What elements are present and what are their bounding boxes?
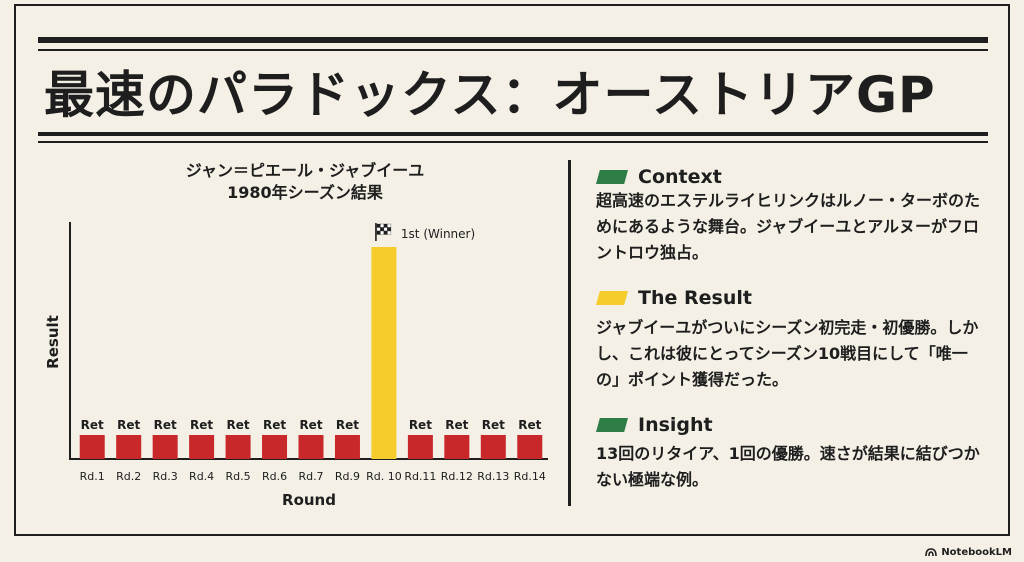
bar-6 (298, 435, 324, 459)
bar-chart: Rd.1 Ret Rd.2 Ret Rd.3 Ret Rd.4 Ret Rd.5 Ret Rd.6 R… (44, 222, 548, 509)
section-heading-1: The Result (596, 285, 752, 311)
bar-data-label: Ret (227, 418, 250, 432)
bar-data-label: Ret (81, 418, 104, 432)
notebooklm-badge: NotebookLM (925, 547, 1012, 558)
notebooklm-logo-icon (925, 548, 938, 557)
section-heading-label: Context (638, 166, 722, 188)
bar-12 (517, 435, 543, 459)
top-rule-thin (38, 49, 988, 51)
page-title: 最速のパラドックス：オーストリアGP (44, 66, 936, 124)
title-rule-thin (38, 141, 988, 143)
bar-data-label: Ret (336, 418, 359, 432)
section-marker-icon (596, 291, 628, 305)
bar-0 (79, 435, 105, 459)
section-marker-icon (596, 170, 628, 184)
x-tick-label: Rd.11 (404, 470, 436, 483)
x-tick-label: Rd.13 (477, 470, 509, 483)
section-heading-0: Context (596, 164, 722, 190)
bar-data-label: Ret (445, 418, 468, 432)
bar-data-label: Ret (154, 418, 177, 432)
bar-data-label: Ret (409, 418, 432, 432)
bar-1 (116, 435, 142, 459)
y-axis-label: Result (44, 315, 62, 369)
section-heading-label: The Result (638, 287, 752, 309)
x-tick-label: Rd. 10 (366, 470, 402, 483)
bar-data-label: Ret (117, 418, 140, 432)
section-body-2: 13回のリタイア、1回の優勝。速さが結果に結びつかない極端な例。 (596, 444, 980, 489)
slide-frame (14, 4, 1010, 536)
checkered-flag-icon (375, 223, 392, 241)
bar-2 (152, 435, 178, 459)
winner-data-label: 1st (Winner) (401, 227, 475, 241)
column-divider (568, 160, 571, 506)
bar-7 (334, 435, 360, 459)
section-body-0: 超高速のエステルライヒリンクはルノー・ターボのためにあるような舞台。ジャブイーユ… (596, 191, 981, 262)
x-tick-label: Rd.3 (153, 470, 178, 483)
x-tick-label: Rd.12 (441, 470, 473, 483)
x-tick-label: Rd.6 (262, 470, 287, 483)
bar-3 (189, 435, 215, 459)
x-tick-label: Rd.7 (298, 470, 323, 483)
bar-data-label: Ret (518, 418, 541, 432)
badge-label: NotebookLM (941, 547, 1012, 558)
bar-5 (262, 435, 288, 459)
bar-8 (371, 247, 397, 459)
x-axis-label: Round (282, 491, 336, 509)
section-heading-label: Insight (638, 414, 713, 436)
x-tick-label: Rd.5 (226, 470, 251, 483)
section-marker-icon (596, 418, 628, 432)
top-rule-thick (38, 37, 988, 43)
bar-data-label: Ret (482, 418, 505, 432)
bar-9 (407, 435, 433, 459)
title-rule-thick (38, 132, 988, 136)
bar-11 (480, 435, 506, 459)
section-body-1: ジャブイーユがついにシーズン初完走・初優勝。しかし、これは彼にとってシーズン10… (596, 318, 979, 389)
bar-data-label: Ret (263, 418, 286, 432)
x-tick-label: Rd.9 (335, 470, 360, 483)
x-tick-label: Rd.1 (80, 470, 105, 483)
chart-title: ジャン＝ピエール・ジャブイーユ 1980年シーズン結果 (185, 161, 425, 202)
bar-4 (225, 435, 251, 459)
bar-data-label: Ret (190, 418, 213, 432)
bar-10 (444, 435, 470, 459)
x-tick-label: Rd.4 (189, 470, 214, 483)
x-tick-label: Rd.2 (116, 470, 141, 483)
x-tick-label: Rd.14 (514, 470, 546, 483)
section-heading-2: Insight (596, 412, 713, 438)
bar-data-label: Ret (299, 418, 322, 432)
